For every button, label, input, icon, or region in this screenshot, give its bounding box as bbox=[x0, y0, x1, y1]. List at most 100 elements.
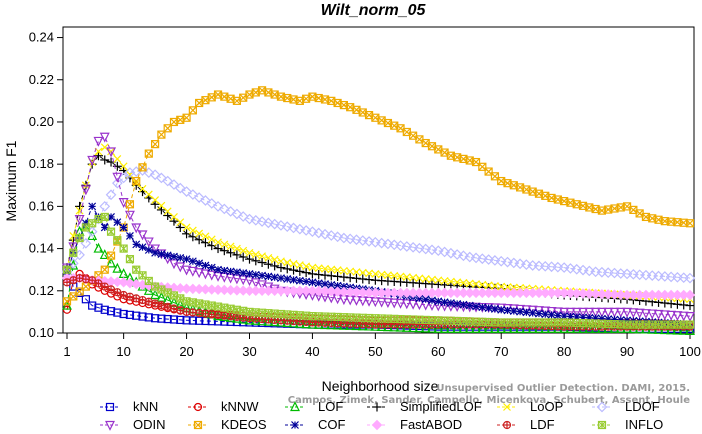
data-point-ldof bbox=[420, 243, 432, 255]
y-axis: 0.10 0.12 0.14 0.16 0.18 0.20 0.22 0.24 bbox=[29, 30, 63, 340]
data-point-cof bbox=[503, 306, 512, 315]
data-point-lof bbox=[445, 322, 456, 333]
data-point-lof bbox=[496, 322, 507, 333]
data-point-loop bbox=[251, 250, 260, 259]
data-point-simplifiedlof bbox=[257, 258, 267, 268]
data-point-cof bbox=[333, 281, 342, 290]
data-point-ldof bbox=[483, 254, 494, 265]
data-point-knn bbox=[106, 307, 116, 316]
data-point-cof bbox=[497, 305, 506, 314]
legend-marker-knnw bbox=[193, 402, 203, 412]
data-point-ldof bbox=[168, 179, 180, 190]
data-point-ldof bbox=[256, 216, 268, 227]
data-point-simplifiedlof bbox=[276, 263, 286, 273]
data-point-knn bbox=[88, 301, 97, 310]
data-point-ldof bbox=[363, 236, 375, 247]
data-point-odin bbox=[672, 311, 683, 322]
data-point-simplifiedlof bbox=[175, 222, 185, 232]
data-point-loop bbox=[314, 264, 323, 273]
data-point-lof bbox=[685, 325, 695, 335]
data-point-cof bbox=[440, 298, 449, 307]
data-point-simplifiedlof bbox=[156, 205, 166, 215]
data-point-ldof bbox=[332, 231, 343, 243]
legend-marker-odin bbox=[105, 420, 115, 431]
data-point-odin bbox=[200, 269, 211, 280]
data-point-kdeos bbox=[132, 176, 141, 186]
data-point-simplifiedlof bbox=[345, 273, 355, 283]
series-inflo bbox=[62, 212, 695, 329]
legend-marker-loop bbox=[503, 403, 511, 411]
data-point-loop bbox=[440, 276, 449, 285]
data-point-simplifiedlof bbox=[282, 264, 292, 274]
data-point-simplifiedlof bbox=[295, 266, 305, 276]
data-point-knn bbox=[119, 309, 128, 319]
data-point-ldof bbox=[212, 201, 224, 212]
data-point-odin bbox=[666, 310, 677, 321]
data-point-loop bbox=[264, 253, 273, 262]
data-point-ldf bbox=[182, 307, 191, 316]
data-point-simplifiedlof bbox=[251, 256, 261, 266]
data-point-cof bbox=[472, 302, 480, 311]
data-point-loop bbox=[163, 207, 172, 216]
data-point-ldof bbox=[376, 237, 387, 249]
data-point-simplifiedlof bbox=[150, 199, 160, 209]
data-point-cof bbox=[434, 297, 443, 306]
data-point-cof bbox=[170, 252, 178, 261]
data-point-cof bbox=[201, 261, 210, 270]
data-point-odin bbox=[565, 307, 576, 318]
data-point-lof bbox=[301, 318, 312, 329]
data-point-cof bbox=[484, 304, 493, 313]
data-point-loop bbox=[434, 276, 443, 285]
data-point-kdeos bbox=[685, 219, 695, 228]
data-point-kdeos bbox=[188, 106, 197, 115]
data-point-simplifiedlof bbox=[244, 254, 254, 264]
data-point-simplifiedlof bbox=[289, 265, 299, 275]
plot-area bbox=[61, 86, 696, 335]
data-point-fastabod bbox=[131, 278, 142, 290]
data-point-ldf bbox=[88, 276, 97, 285]
data-point-knn bbox=[163, 314, 172, 324]
data-point-knn bbox=[157, 314, 166, 323]
data-point-odin bbox=[106, 147, 117, 158]
data-point-lof bbox=[275, 316, 286, 327]
data-point-lof bbox=[489, 322, 500, 333]
data-point-lof bbox=[571, 322, 582, 333]
data-point-cof bbox=[132, 240, 141, 249]
data-point-odin bbox=[628, 308, 639, 319]
data-point-loop bbox=[352, 268, 361, 276]
x-tick-label: 60 bbox=[431, 344, 445, 359]
data-point-ldof bbox=[174, 182, 186, 194]
data-point-cof bbox=[157, 250, 166, 258]
data-point-odin bbox=[124, 210, 135, 221]
data-point-ldof bbox=[451, 249, 463, 260]
data-point-cof bbox=[113, 218, 122, 227]
data-point-lof bbox=[565, 322, 576, 333]
series-cof bbox=[63, 202, 694, 329]
data-point-lof bbox=[313, 318, 324, 329]
data-point-fastabod bbox=[118, 277, 129, 288]
data-point-inflo bbox=[75, 233, 84, 243]
data-point-odin bbox=[257, 280, 268, 291]
data-point-ldof bbox=[439, 246, 450, 258]
data-point-cof bbox=[453, 299, 462, 308]
data-point-cof bbox=[277, 274, 285, 283]
data-point-lof bbox=[559, 322, 570, 333]
data-point-ldof bbox=[338, 232, 350, 244]
data-point-ldf bbox=[94, 279, 103, 288]
data-point-odin bbox=[546, 306, 557, 317]
data-point-ldof bbox=[344, 233, 356, 245]
data-point-odin bbox=[137, 230, 148, 241]
data-point-odin bbox=[603, 307, 614, 318]
data-point-lof bbox=[351, 320, 362, 331]
data-point-odin bbox=[389, 298, 400, 309]
data-point-simplifiedlof bbox=[100, 155, 110, 165]
data-point-inflo bbox=[62, 265, 72, 274]
series-kdeos bbox=[62, 86, 695, 306]
data-point-lof bbox=[112, 262, 123, 273]
data-point-cof bbox=[509, 307, 518, 315]
data-point-cof bbox=[264, 272, 273, 281]
y-tick-label: 0.14 bbox=[29, 241, 54, 256]
data-point-lof bbox=[238, 313, 249, 324]
data-point-ldof bbox=[263, 217, 274, 229]
data-point-ldof bbox=[149, 169, 161, 181]
